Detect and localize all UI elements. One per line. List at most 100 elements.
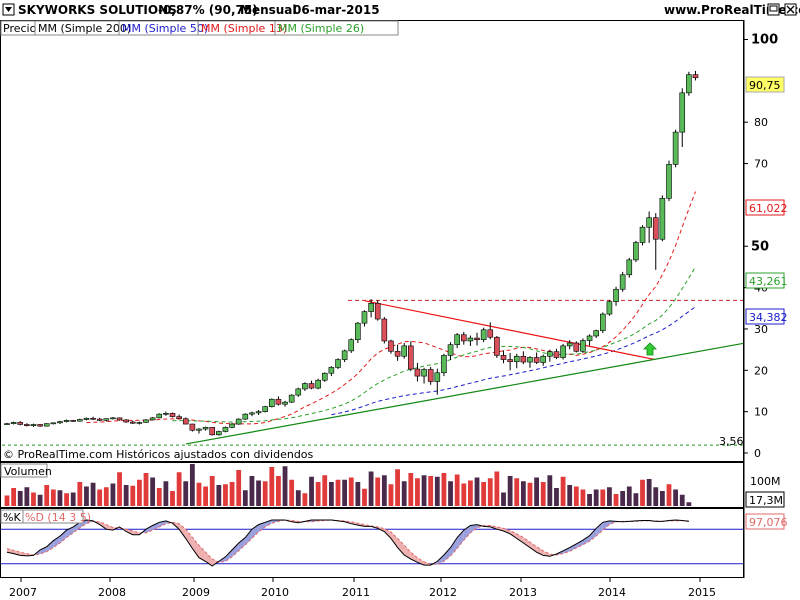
candle — [507, 352, 513, 371]
candle — [156, 413, 163, 419]
stoch-label[interactable]: %K %D (14 3 5) — [0, 509, 91, 524]
candle — [513, 353, 520, 369]
stoch-fill — [258, 522, 266, 532]
candle — [361, 310, 368, 327]
stoch-fill — [20, 552, 27, 556]
red-trendline[interactable] — [364, 300, 656, 361]
footer-note: © ProRealTime.com Históricos ajustados c… — [3, 448, 314, 461]
stoch-fill — [417, 557, 425, 566]
volume-bar — [673, 489, 679, 506]
volume-bar — [540, 482, 546, 506]
volume-bar — [567, 485, 573, 506]
volume-bar — [156, 488, 162, 506]
candle — [229, 422, 235, 429]
stoch-fill — [46, 540, 54, 552]
stoch-fill — [543, 550, 550, 557]
collapse-icon[interactable] — [2, 3, 15, 16]
green-trendline[interactable] — [185, 342, 744, 445]
legend-ma13[interactable]: MM (Simple 13) — [201, 22, 287, 35]
volume-bar — [163, 481, 169, 506]
volume-bar — [613, 494, 619, 506]
volume-label[interactable]: Volumen — [0, 463, 52, 478]
price-tick: 0 — [754, 447, 761, 460]
candle — [388, 339, 394, 354]
volume-bar — [295, 490, 301, 506]
stoch-fill — [53, 536, 60, 548]
stoch-k-line — [6, 519, 689, 567]
stoch-fill — [225, 549, 233, 562]
close-icon[interactable] — [784, 3, 797, 16]
candle — [328, 366, 335, 377]
volume-bar — [289, 479, 295, 506]
volume-bar — [428, 476, 434, 506]
stoch-fill — [390, 531, 398, 548]
candle — [222, 426, 229, 433]
legend-ma50[interactable]: MM (Simple 50) — [122, 22, 208, 35]
candle — [295, 387, 302, 397]
candle — [599, 312, 606, 334]
candle — [24, 423, 30, 427]
candle — [341, 349, 348, 363]
candle — [255, 409, 262, 415]
volume-bar — [468, 480, 473, 506]
volume-bar — [223, 484, 228, 506]
candle — [639, 225, 646, 246]
volume-bar — [17, 491, 23, 506]
candle — [527, 356, 533, 368]
site-label[interactable]: www.ProRealTime.com — [664, 3, 800, 17]
volume-bar — [633, 493, 639, 506]
stoch-value-tag: 97,076 — [745, 513, 788, 530]
legend-ma200[interactable]: MM (Simple 200) — [38, 22, 131, 35]
volume-bar — [276, 476, 281, 506]
trendlines[interactable] — [185, 300, 744, 445]
year-tick: 2010 — [261, 586, 289, 599]
volume-bar — [315, 482, 321, 506]
stoch-fill — [582, 535, 590, 545]
volume-bar — [150, 477, 156, 506]
candle — [123, 419, 129, 423]
volume-bar — [269, 467, 275, 506]
volume-bar — [77, 482, 83, 506]
candle — [10, 421, 17, 425]
volume-bar — [322, 475, 328, 506]
svg-text:61,022: 61,022 — [749, 202, 788, 215]
ma26-line — [172, 266, 696, 423]
candle — [242, 413, 249, 420]
volume-bar — [474, 477, 480, 506]
volume-bar — [189, 464, 195, 506]
price-tick: 30 — [754, 323, 768, 336]
restore-icon[interactable] — [767, 3, 780, 16]
volume-bar — [11, 488, 17, 506]
chart-title: SKYWORKS SOLUTIONS — [18, 3, 177, 17]
volume-bar — [534, 477, 539, 506]
candle — [90, 416, 96, 420]
volume-bar — [24, 487, 30, 506]
price-tick: 10 — [754, 406, 768, 419]
year-tick: 2012 — [429, 586, 457, 599]
candle — [110, 417, 116, 420]
candle — [533, 352, 540, 365]
volume-bar — [249, 476, 255, 506]
candle — [355, 321, 361, 344]
candle — [633, 240, 639, 262]
stoch-fill — [397, 538, 405, 555]
volume-bar — [666, 484, 672, 506]
volume-bar — [547, 475, 553, 506]
svg-text:43,261: 43,261 — [749, 275, 788, 288]
date-label: 06-mar-2015 — [293, 3, 380, 17]
legend-price[interactable]: Precio — [3, 22, 37, 35]
volume-bar — [593, 489, 599, 506]
volume-bar — [44, 485, 50, 506]
period-label: Mensual — [240, 3, 297, 17]
price-tick: 50 — [751, 239, 769, 254]
stoch-fill — [192, 537, 199, 558]
volume-bar — [514, 478, 520, 506]
legend-ma26[interactable]: MM (Simple 26) — [278, 22, 364, 35]
volume-bar — [494, 471, 500, 506]
candle — [474, 332, 480, 346]
candle — [50, 422, 57, 425]
candle — [414, 362, 421, 382]
candle — [692, 70, 699, 81]
time-axis: 2007 2008 2009 2010 2011 2012 2013 2014 2015 — [9, 578, 716, 599]
